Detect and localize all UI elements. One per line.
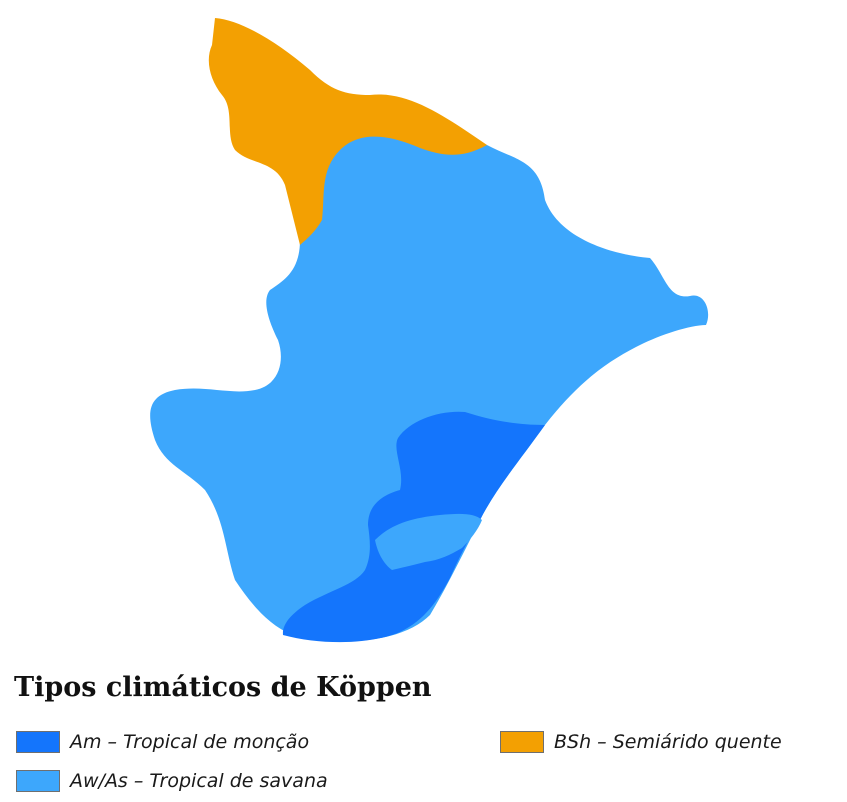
- region-bsh: [208, 18, 487, 245]
- region-aw-as: [150, 132, 709, 642]
- legend-swatch-am: [16, 731, 60, 753]
- legend-swatch-bsh: [500, 731, 544, 753]
- legend-label-am: Am – Tropical de monção: [70, 731, 310, 753]
- region-aw-as-enclave: [375, 513, 482, 570]
- legend-label-aw-as: Aw/As – Tropical de savana: [70, 770, 328, 792]
- legend-swatch-aw-as: [16, 770, 60, 792]
- legend-title: Tipos climáticos de Köppen: [14, 672, 432, 703]
- climate-map: [150, 18, 709, 643]
- legend-item-aw-as: Aw/As – Tropical de savana: [16, 770, 328, 792]
- legend-item-am: Am – Tropical de monção: [16, 731, 309, 753]
- legend-item-bsh: BSh – Semiárido quente: [500, 731, 782, 753]
- legend-label-bsh: BSh – Semiárido quente: [554, 731, 782, 753]
